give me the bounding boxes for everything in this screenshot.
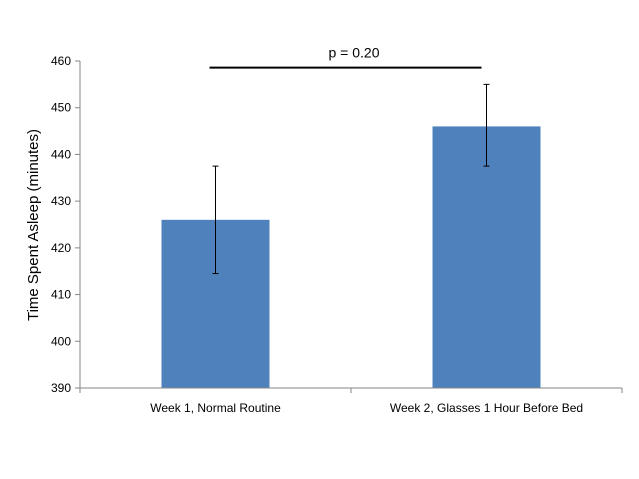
y-tick-label: 460 (51, 54, 71, 68)
y-tick-label: 450 (51, 101, 71, 115)
y-axis: 390 400 410 420 430 440 450 460 (51, 54, 81, 395)
y-tick-label: 440 (51, 147, 71, 161)
significance-annotation: p = 0.20 (209, 45, 482, 69)
p-value-label: p = 0.20 (329, 45, 380, 61)
y-tick-label: 400 (51, 334, 71, 348)
y-tick-label: 420 (51, 241, 71, 255)
y-axis-title: Time Spent Asleep (minutes) (25, 129, 42, 321)
y-tick-label: 390 (51, 381, 71, 395)
x-axis: Week 1, Normal Routine Week 2, Glasses 1 … (79, 387, 623, 415)
bar (432, 126, 541, 389)
y-tick-label: 430 (51, 194, 71, 208)
y-tick-label: 410 (51, 288, 71, 302)
error-bars (212, 83, 490, 275)
x-category-label: Week 2, Glasses 1 Hour Before Bed (390, 401, 583, 415)
x-category-label: Week 1, Normal Routine (150, 401, 281, 415)
